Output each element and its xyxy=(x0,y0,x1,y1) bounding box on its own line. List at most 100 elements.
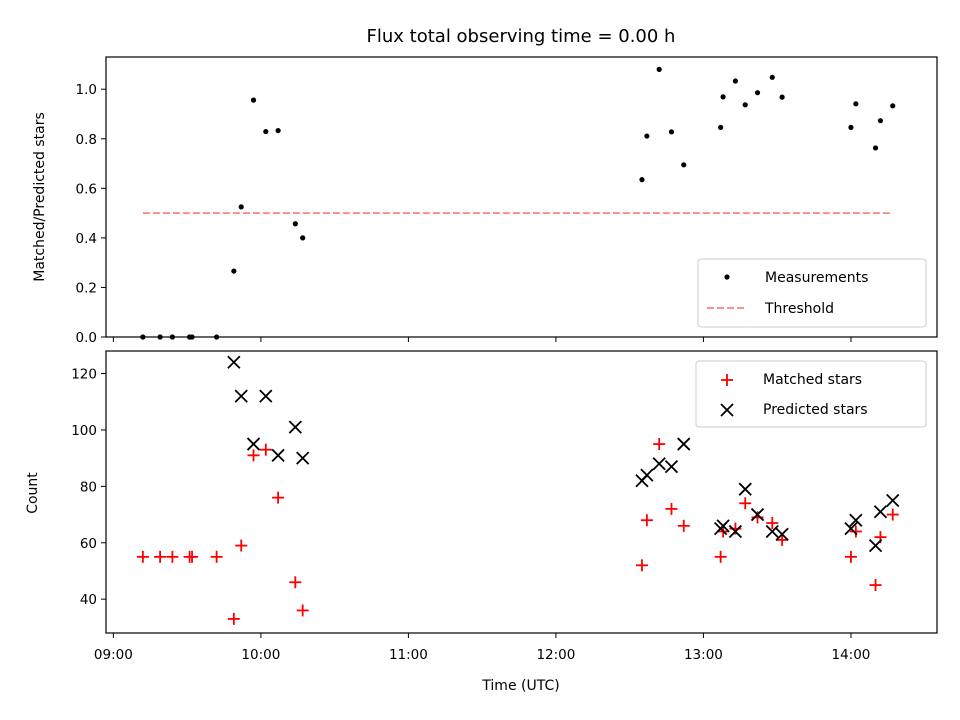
y-tick-label: 40 xyxy=(80,592,97,608)
matched-star-point xyxy=(166,550,179,563)
measurement-point xyxy=(742,102,748,108)
matched-star-point xyxy=(739,497,752,510)
y-tick-label: 80 xyxy=(80,479,97,495)
predicted-star-point xyxy=(234,389,248,403)
matched-star-point xyxy=(714,550,727,563)
y-tick-label: 60 xyxy=(80,536,97,552)
measurement-point xyxy=(656,66,662,72)
x-tick-label: 13:00 xyxy=(684,647,723,663)
x-axis-ticks: 09:00 10:00 11:00 12:00 13:00 14:00 xyxy=(94,633,870,663)
predicted-star-point xyxy=(640,468,654,482)
star-count-panel: Count Time (UTC) 40 60 80 100 120 09:00 10:00… xyxy=(25,350,938,694)
predicted-star-point xyxy=(750,507,765,522)
x-tick-label: 11:00 xyxy=(389,647,428,663)
measurement-point xyxy=(681,162,687,168)
predicted-star-point xyxy=(296,451,310,465)
matched-star-point xyxy=(653,438,666,451)
matched-star-point xyxy=(729,522,742,535)
predicted-star-point xyxy=(765,524,779,539)
measurement-point xyxy=(720,94,726,100)
predicted-star-point xyxy=(844,522,858,536)
count-points xyxy=(136,355,900,625)
matched-star-point xyxy=(235,539,248,552)
matched-star-point xyxy=(289,576,302,589)
measurement-point xyxy=(877,118,884,124)
y-axis-ticks: 0.0 0.2 0.4 0.6 0.8 1.0 xyxy=(76,82,106,346)
y-axis-label: Matched/Predicted stars xyxy=(32,112,48,282)
measurement-points xyxy=(140,66,896,340)
measurement-point xyxy=(718,124,724,130)
legend-box xyxy=(697,258,927,328)
legend-measurements-marker xyxy=(724,274,730,280)
legend-matched-marker xyxy=(721,374,733,386)
matched-star-point xyxy=(640,514,653,527)
measurement-point xyxy=(890,103,896,109)
measurement-point xyxy=(238,204,244,210)
y-tick-label: 0.2 xyxy=(76,280,97,296)
legend-predicted-label: Predicted stars xyxy=(763,402,868,418)
matched-star-point xyxy=(136,550,149,563)
matched-star-point xyxy=(186,550,199,563)
measurement-point xyxy=(872,145,879,151)
predicted-star-point xyxy=(677,437,691,451)
measurement-point xyxy=(853,101,859,107)
measurement-point xyxy=(263,128,269,135)
plot-frame xyxy=(105,56,938,338)
y-tick-label: 0.6 xyxy=(76,181,97,197)
y-axis-ticks: 40 60 80 100 120 xyxy=(71,367,106,608)
measurement-point xyxy=(250,97,257,103)
x-axis-ticks xyxy=(112,337,852,342)
y-tick-label: 0.8 xyxy=(76,132,97,148)
predicted-star-point xyxy=(271,448,285,462)
legend-measurements-label: Measurements xyxy=(765,270,868,286)
measurement-point xyxy=(779,94,785,100)
measurement-point xyxy=(754,90,761,96)
x-tick-label: 09:00 xyxy=(94,647,133,663)
predicted-star-point xyxy=(886,493,900,508)
legend-box xyxy=(695,360,927,428)
matched-star-point xyxy=(259,443,272,456)
measurement-point xyxy=(732,78,738,84)
predicted-star-point xyxy=(664,459,679,474)
predicted-star-point xyxy=(868,538,883,553)
matched-star-point xyxy=(154,550,167,563)
measurement-point xyxy=(848,124,854,130)
x-axis-label: Time (UTC) xyxy=(481,678,559,694)
y-tick-label: 0.0 xyxy=(76,330,97,346)
measurement-point xyxy=(231,268,237,274)
y-tick-label: 120 xyxy=(71,367,97,383)
matched-star-point xyxy=(677,519,690,532)
matched-star-point xyxy=(635,559,648,572)
legend-threshold-label: Threshold xyxy=(764,301,834,317)
predicted-star-point xyxy=(728,524,743,539)
matched-star-point xyxy=(272,491,285,504)
legend: Measurements Threshold xyxy=(697,258,927,328)
matched-star-point xyxy=(665,502,678,515)
matched-star-point xyxy=(751,511,764,524)
legend-matched-label: Matched stars xyxy=(763,372,862,388)
chart-title: Flux total observing time = 0.00 h xyxy=(367,26,676,47)
plot-frame xyxy=(105,350,938,634)
x-tick-label: 12:00 xyxy=(536,647,575,663)
predicted-star-point xyxy=(716,519,730,533)
measurement-point xyxy=(769,74,775,80)
y-axis-label: Count xyxy=(25,472,41,514)
y-tick-label: 100 xyxy=(71,423,97,439)
predicted-star-point xyxy=(738,482,752,496)
predicted-star-point xyxy=(652,457,666,471)
matched-star-point xyxy=(869,579,882,592)
matched-star-point xyxy=(210,550,223,563)
measurement-point xyxy=(300,235,306,241)
predicted-star-point xyxy=(775,527,789,541)
y-tick-label: 0.4 xyxy=(76,231,97,247)
measurement-point xyxy=(292,221,298,227)
predicted-star-point xyxy=(259,389,273,403)
matched-star-point xyxy=(247,449,260,462)
predicted-star-point xyxy=(849,513,863,527)
x-tick-label: 10:00 xyxy=(241,647,280,663)
legend-predicted-marker xyxy=(720,403,734,417)
flux-ratio-panel: Flux total observing time = 0.00 h Match… xyxy=(32,26,938,346)
measurement-point xyxy=(639,177,645,183)
legend: Matched stars Predicted stars xyxy=(695,360,927,428)
